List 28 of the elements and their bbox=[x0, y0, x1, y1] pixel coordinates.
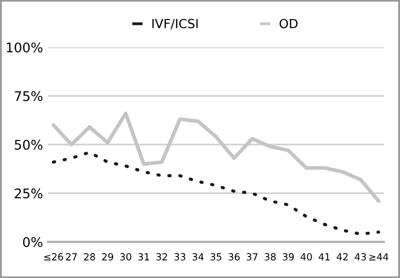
x-tick-label: 41 bbox=[318, 253, 330, 260]
x-tick-label: 29 bbox=[102, 253, 114, 260]
line-series bbox=[52, 150, 380, 236]
x-tick-label: 30 bbox=[120, 253, 132, 260]
legend-label: IVF/ICSI bbox=[152, 18, 198, 30]
x-tick-label: 34 bbox=[192, 253, 204, 260]
x-tick-label: 37 bbox=[246, 253, 258, 260]
legend-label: OD bbox=[280, 18, 298, 28]
x-tick-label: ≤26 bbox=[44, 253, 64, 260]
x-tick-label: 31 bbox=[138, 253, 150, 260]
x-tick-label: 33 bbox=[174, 253, 186, 260]
x-tick-label: 43 bbox=[354, 253, 366, 260]
x-tick-label: 39 bbox=[282, 253, 294, 260]
y-tick-label: 100% bbox=[6, 42, 42, 52]
y-tick-label: 0% bbox=[23, 237, 42, 248]
x-tick-label: 28 bbox=[84, 253, 96, 260]
x-tick-label: 35 bbox=[210, 253, 222, 260]
x-tick-label: 27 bbox=[66, 253, 77, 260]
x-tick-label: 36 bbox=[228, 253, 240, 260]
x-tick-label: ≥44 bbox=[369, 253, 388, 260]
x-tick-label: 42 bbox=[336, 253, 348, 260]
y-tick-label: 25% bbox=[14, 188, 42, 198]
line-series bbox=[52, 112, 380, 203]
x-tick-label: 38 bbox=[264, 253, 276, 260]
x-tick-label: 40 bbox=[300, 253, 312, 260]
y-tick-label: 50% bbox=[14, 140, 42, 150]
y-tick-label: 75% bbox=[14, 91, 42, 102]
x-tick-label: 32 bbox=[156, 253, 168, 260]
